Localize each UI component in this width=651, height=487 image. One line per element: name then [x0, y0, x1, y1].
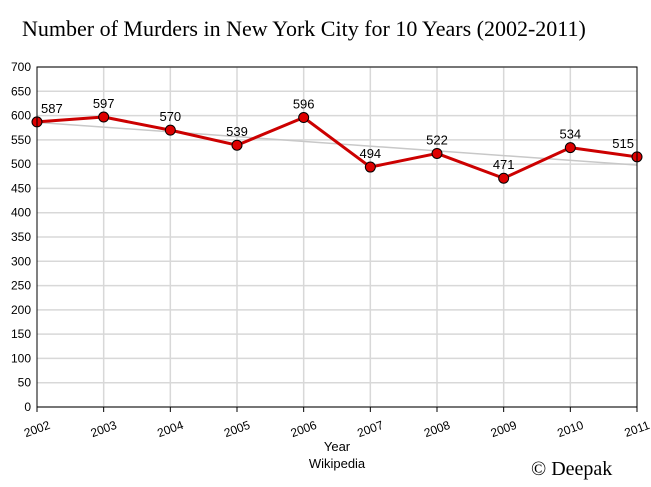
y-tick-label: 450: [11, 181, 31, 195]
y-axis-ticks: 0 50 100 150 200 250 300 350 400 450 500 550 600 650 7…: [11, 60, 31, 414]
y-tick-label: 550: [11, 133, 31, 147]
gridlines: [37, 66, 637, 408]
data-label: 515: [612, 136, 634, 151]
data-label: 471: [493, 157, 515, 172]
data-label: 494: [359, 146, 381, 161]
x-tick-label: 2008: [422, 418, 452, 440]
x-tick-label: 2007: [355, 418, 385, 440]
source-caption: Wikipedia: [309, 456, 366, 471]
x-tick-label: 2003: [89, 418, 119, 440]
data-point: [231, 139, 243, 151]
y-tick-label: 700: [11, 60, 31, 74]
data-label: 587: [41, 101, 63, 116]
series-line: [36, 115, 638, 180]
y-tick-label: 300: [11, 254, 31, 268]
x-tick-label: 2002: [22, 418, 52, 440]
y-tick-label: 100: [11, 351, 31, 365]
data-label: 522: [426, 132, 448, 147]
credit-text: © Deepak: [531, 458, 613, 480]
x-tick-label: 2009: [489, 418, 519, 440]
y-tick-label: 150: [11, 327, 31, 341]
x-tick-label: 2004: [155, 418, 185, 440]
y-tick-label: 600: [11, 109, 31, 123]
data-label: 570: [159, 109, 181, 124]
data-point: [364, 161, 376, 173]
data-point: [298, 112, 310, 124]
x-tick-label: 2006: [289, 418, 319, 440]
plot-area-frame: [36, 66, 638, 408]
y-tick-label: 50: [18, 376, 32, 390]
data-point: [431, 147, 443, 159]
data-point: [498, 172, 510, 184]
y-tick-label: 650: [11, 84, 31, 98]
data-points: [31, 111, 643, 184]
y-tick-label: 200: [11, 303, 31, 317]
x-tick-label: 2005: [222, 418, 252, 440]
data-label: 534: [559, 127, 581, 142]
data-point: [164, 124, 176, 136]
x-tick-label: 2010: [555, 418, 585, 440]
x-axis-label: Year: [324, 439, 351, 454]
x-tick-label: 2011: [622, 418, 651, 440]
y-tick-label: 500: [11, 157, 31, 171]
data-point: [564, 142, 576, 154]
y-tick-label: 400: [11, 206, 31, 220]
y-tick-label: 250: [11, 279, 31, 293]
y-tick-label: 350: [11, 230, 31, 244]
data-labels: 587 597 570 539 596 494 522 471 534 515: [41, 96, 634, 172]
data-point: [98, 111, 110, 123]
data-label: 539: [226, 124, 248, 139]
data-label: 596: [293, 97, 315, 112]
chart-title: Number of Murders in New York City for 1…: [22, 16, 586, 41]
data-label: 597: [93, 96, 115, 111]
y-tick-label: 0: [24, 400, 31, 414]
x-axis-ticks: 2002 2003 2004 2005 2006 2007 2008 2009 2010 2011: [22, 407, 651, 440]
